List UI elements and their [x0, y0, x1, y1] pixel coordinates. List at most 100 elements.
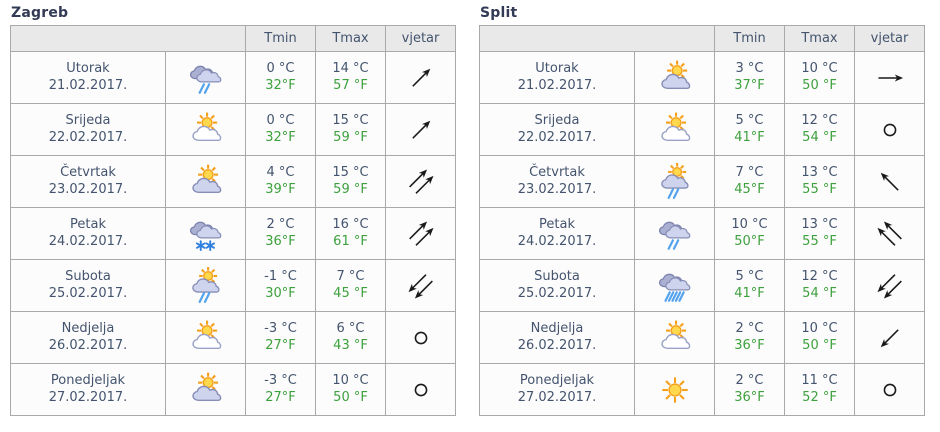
forecast-row: Ponedjeljak 27.02.2017. -3 °C 27°F 10 °C 50 °… — [10, 363, 456, 416]
celsius-value: 14 °C — [332, 60, 369, 76]
day-date: 22.02.2017. — [517, 129, 597, 145]
cloud-rain-icon — [656, 221, 694, 250]
forecast-row: Subota 25.02.2017. 5 °C 41°F 12 °C 54 °F — [479, 259, 925, 312]
fahrenheit-value: 32°F — [265, 129, 296, 145]
celsius-value: 7 °C — [735, 164, 764, 180]
tmax-cell: 10 °C 50 °F — [315, 363, 386, 416]
day-date: 23.02.2017. — [48, 181, 128, 197]
wind-arrow-ne-icon — [400, 68, 442, 87]
fahrenheit-value: 41°F — [734, 129, 765, 145]
day-date: 24.02.2017. — [517, 233, 597, 249]
tmin-cell: 4 °C 39°F — [245, 155, 316, 208]
tmax-cell: 13 °C 55 °F — [784, 207, 855, 260]
fahrenheit-value: 45°F — [734, 181, 765, 197]
fahrenheit-value: 30°F — [265, 285, 296, 301]
tmax-cell: 14 °C 57 °F — [315, 51, 386, 104]
forecast-rows: Utorak 21.02.2017. 0 °C 32°F 14 °C 57 °F Srije… — [10, 51, 456, 416]
weather-icon-cell — [634, 311, 715, 364]
day-name: Petak — [539, 216, 575, 232]
day-date: 24.02.2017. — [48, 233, 128, 249]
forecast-row: Četvrtak 23.02.2017. 7 °C 45°F 13 °C 55 °F — [479, 155, 925, 208]
fahrenheit-value: 45 °F — [333, 285, 368, 301]
celsius-value: 10 °C — [332, 372, 369, 388]
celsius-value: 10 °C — [801, 320, 838, 336]
wind-arrow-sw-double-icon — [400, 273, 442, 298]
mostly-cloudy-icon — [187, 372, 225, 401]
celsius-value: -3 °C — [264, 372, 297, 388]
tmax-cell: 15 °C 59 °F — [315, 103, 386, 156]
snow-icon — [187, 221, 225, 251]
wind-arrow-ne-double-icon — [400, 169, 442, 194]
header-row: Tmin Tmax vjetar — [479, 25, 925, 52]
day-name: Petak — [70, 216, 106, 232]
tmax-cell: 12 °C 54 °F — [784, 259, 855, 312]
fahrenheit-value: 37°F — [734, 77, 765, 93]
header-row: Tmin Tmax vjetar — [10, 25, 456, 52]
tmin-cell: 2 °C 36°F — [714, 311, 785, 364]
header-tmax: Tmax — [784, 25, 855, 52]
celsius-value: 5 °C — [735, 268, 764, 284]
day-cell: Subota 25.02.2017. — [10, 259, 166, 312]
header-tmax: Tmax — [315, 25, 386, 52]
day-cell: Ponedjeljak 27.02.2017. — [10, 363, 166, 416]
celsius-value: 0 °C — [266, 112, 295, 128]
tmax-cell: 10 °C 50 °F — [784, 311, 855, 364]
fahrenheit-value: 50°F — [734, 233, 765, 249]
celsius-value: 3 °C — [735, 60, 764, 76]
tmax-cell: 11 °C 52 °F — [784, 363, 855, 416]
wind-cell — [385, 207, 456, 260]
mostly-cloudy-icon — [656, 60, 694, 89]
wind-calm-icon — [869, 382, 911, 397]
day-name: Srijeda — [534, 112, 580, 128]
forecast-table: Tmin Tmax vjetar Utorak 21.02.2017. 3 °C 37… — [479, 25, 925, 416]
day-date: 25.02.2017. — [517, 285, 597, 301]
fahrenheit-value: 27°F — [265, 337, 296, 353]
partly-cloudy-white-icon — [187, 320, 225, 349]
fahrenheit-value: 59 °F — [333, 181, 368, 197]
fahrenheit-value: 39°F — [265, 181, 296, 197]
city-title: Zagreb — [11, 5, 69, 21]
day-name: Utorak — [66, 60, 110, 76]
weather-icon-cell — [165, 155, 246, 208]
header-spacer — [10, 25, 246, 52]
day-cell: Petak 24.02.2017. — [479, 207, 635, 260]
weather-icon-cell — [165, 207, 246, 260]
weather-icon-cell — [634, 259, 715, 312]
day-date: 27.02.2017. — [517, 389, 597, 405]
partly-cloudy-white-icon — [656, 320, 694, 349]
weather-icon-cell — [634, 207, 715, 260]
celsius-value: 15 °C — [332, 112, 369, 128]
forecast-rows: Utorak 21.02.2017. 3 °C 37°F 10 °C 50 °F Srije… — [479, 51, 925, 416]
fahrenheit-value: 50 °F — [802, 337, 837, 353]
tmin-cell: 2 °C 36°F — [245, 207, 316, 260]
tmin-cell: 2 °C 36°F — [714, 363, 785, 416]
wind-cell — [385, 311, 456, 364]
day-date: 26.02.2017. — [48, 337, 128, 353]
wind-calm-icon — [869, 122, 911, 137]
day-name: Srijeda — [65, 112, 111, 128]
wind-arrow-nw-double-icon — [869, 221, 911, 246]
celsius-value: 12 °C — [801, 112, 838, 128]
day-name: Nedjelja — [530, 320, 584, 336]
tmax-cell: 10 °C 50 °F — [784, 51, 855, 104]
celsius-value: 11 °C — [801, 372, 838, 388]
celsius-value: -3 °C — [264, 320, 297, 336]
day-cell: Četvrtak 23.02.2017. — [479, 155, 635, 208]
day-name: Ponedjeljak — [50, 372, 126, 388]
celsius-value: 2 °C — [735, 372, 764, 388]
weather-icon-cell — [634, 155, 715, 208]
tmin-cell: -1 °C 30°F — [245, 259, 316, 312]
forecast-table: Tmin Tmax vjetar Utorak 21.02.2017. 0 °C 32… — [10, 25, 456, 416]
header-wind: vjetar — [385, 25, 456, 52]
fahrenheit-value: 57 °F — [333, 77, 368, 93]
city-forecast-split: Split Tmin Tmax vjetar Utorak 21.02.2017.… — [479, 5, 925, 416]
weather-icon-cell — [165, 103, 246, 156]
day-name: Četvrtak — [60, 164, 116, 180]
sun-rain-icon — [656, 162, 694, 199]
sun-rain-icon — [187, 266, 225, 303]
tmin-cell: 0 °C 32°F — [245, 51, 316, 104]
fahrenheit-value: 52 °F — [802, 389, 837, 405]
fahrenheit-value: 36°F — [734, 337, 765, 353]
wind-arrow-sw-double-icon — [869, 273, 911, 298]
